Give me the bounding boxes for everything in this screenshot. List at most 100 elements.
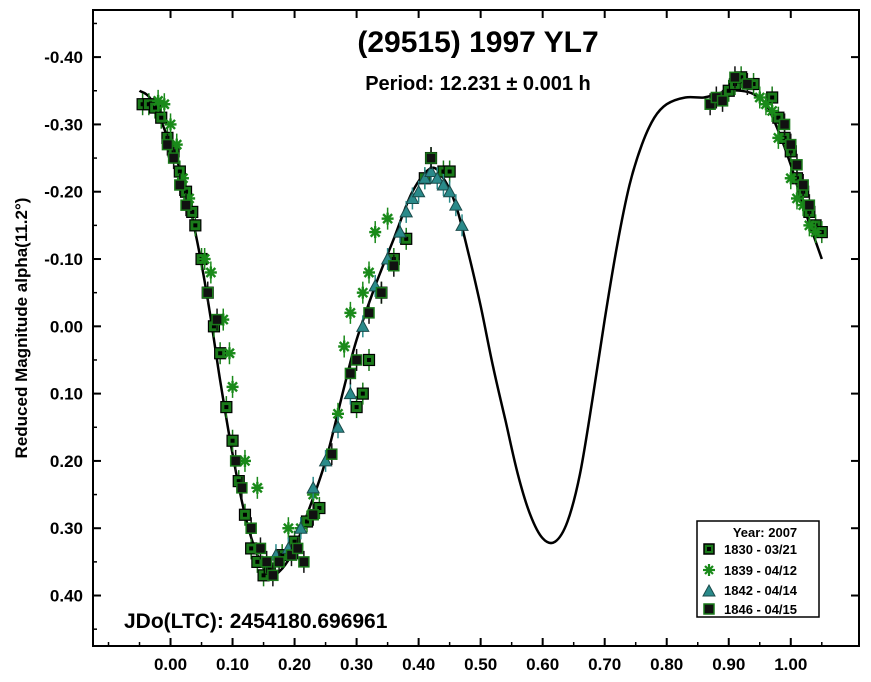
legend-entry-1830: 1830 - 03/21	[724, 542, 797, 557]
y-tick-label: -0.20	[44, 183, 83, 202]
data-point	[189, 219, 202, 232]
data-point	[399, 204, 414, 218]
data-point	[220, 400, 233, 414]
y-axis: -0.40 -0.30 -0.20 -0.10 0.00 0.10 0.20 0.30 0.40	[44, 22, 859, 630]
data-point	[797, 179, 809, 191]
data-point	[350, 400, 363, 414]
data-point	[729, 71, 741, 84]
data-point	[223, 347, 236, 360]
data-point	[254, 542, 267, 555]
data-point	[211, 313, 223, 326]
data-point	[363, 307, 375, 319]
y-tick-label: -0.30	[44, 115, 83, 134]
data-point	[344, 367, 357, 380]
data-point	[180, 199, 192, 211]
data-point	[356, 387, 369, 400]
epoch-annotation: JDo(LTC): 2454180.696961	[124, 610, 388, 633]
data-point	[784, 172, 797, 185]
data-point	[238, 508, 252, 521]
x-tick-label: 0.90	[712, 655, 745, 674]
data-point	[298, 556, 310, 568]
data-point	[198, 253, 211, 266]
data-point	[201, 286, 214, 299]
data-point	[343, 386, 358, 400]
data-point	[355, 319, 370, 332]
x-tick-label: 1.00	[774, 655, 807, 674]
legend-entry-1839: 1839 - 04/12	[724, 563, 797, 578]
legend-title: Year: 2007	[733, 525, 797, 540]
data-point	[425, 152, 437, 164]
data-point	[176, 172, 189, 185]
data-point	[388, 259, 400, 272]
x-tick-label: 0.60	[526, 655, 559, 674]
data-point	[245, 522, 257, 534]
data-point	[375, 286, 388, 299]
y-tick-label: 0.20	[50, 452, 83, 471]
data-point	[306, 480, 321, 494]
data-point	[741, 78, 754, 90]
data-points	[136, 66, 828, 587]
data-point	[267, 569, 279, 582]
data-point	[381, 212, 394, 225]
x-tick-label: 0.30	[340, 655, 373, 674]
x-tick-label: 0.00	[154, 655, 187, 674]
data-point	[260, 556, 273, 568]
data-point	[436, 177, 451, 191]
data-point	[344, 306, 357, 319]
data-point	[443, 165, 456, 178]
chart-title: (29515) 1997 YL7	[357, 26, 598, 59]
x-tick-label: 0.40	[402, 655, 435, 674]
data-point	[161, 138, 174, 151]
y-tick-label: 0.10	[50, 385, 83, 404]
y-tick-label: -0.10	[44, 250, 83, 269]
data-point	[716, 95, 729, 107]
x-tick-label: 0.20	[278, 655, 311, 674]
legend-marker-1846	[703, 603, 715, 615]
data-point	[251, 481, 264, 494]
data-point	[338, 340, 351, 353]
data-point	[356, 286, 369, 299]
legend-marker-1842	[702, 583, 716, 597]
data-point	[772, 131, 785, 144]
data-point	[424, 164, 438, 178]
data-point	[174, 179, 186, 191]
legend-entry-1842: 1842 - 04/14	[724, 583, 798, 598]
y-axis-label: Reduced Magnitude alpha(11.2°)	[12, 198, 31, 459]
data-point	[704, 98, 716, 110]
data-point	[778, 118, 791, 131]
data-point	[285, 549, 298, 561]
legend-entry-1846: 1846 - 04/15	[724, 602, 797, 617]
data-point	[448, 198, 463, 211]
data-point	[282, 522, 295, 535]
data-point	[803, 199, 816, 211]
data-point	[226, 380, 239, 393]
x-tick-label: 0.70	[588, 655, 621, 674]
data-point	[455, 218, 469, 231]
x-tick-label: 0.50	[464, 655, 497, 674]
y-tick-label: 0.00	[50, 317, 83, 336]
data-point	[236, 482, 248, 494]
data-point	[369, 226, 382, 239]
data-point	[273, 556, 285, 568]
x-tick-label: 0.80	[650, 655, 683, 674]
data-point	[307, 509, 319, 521]
data-point	[331, 407, 344, 420]
chart-subtitle: Period: 12.231 ± 0.001 h	[365, 73, 591, 95]
data-point	[164, 118, 177, 131]
data-point	[766, 104, 779, 117]
data-point	[785, 138, 797, 151]
data-point	[362, 353, 376, 367]
legend-marker-1839	[703, 564, 715, 576]
y-tick-label: -0.40	[44, 48, 83, 67]
data-point	[204, 266, 217, 279]
legend-marker-1830	[703, 543, 715, 555]
data-point	[155, 111, 168, 124]
data-point	[791, 159, 803, 171]
data-point	[350, 354, 363, 366]
y-tick-label: 0.30	[50, 519, 83, 538]
data-point	[158, 98, 171, 111]
data-point	[393, 225, 407, 238]
series-1839	[152, 86, 822, 540]
data-point	[226, 434, 239, 447]
